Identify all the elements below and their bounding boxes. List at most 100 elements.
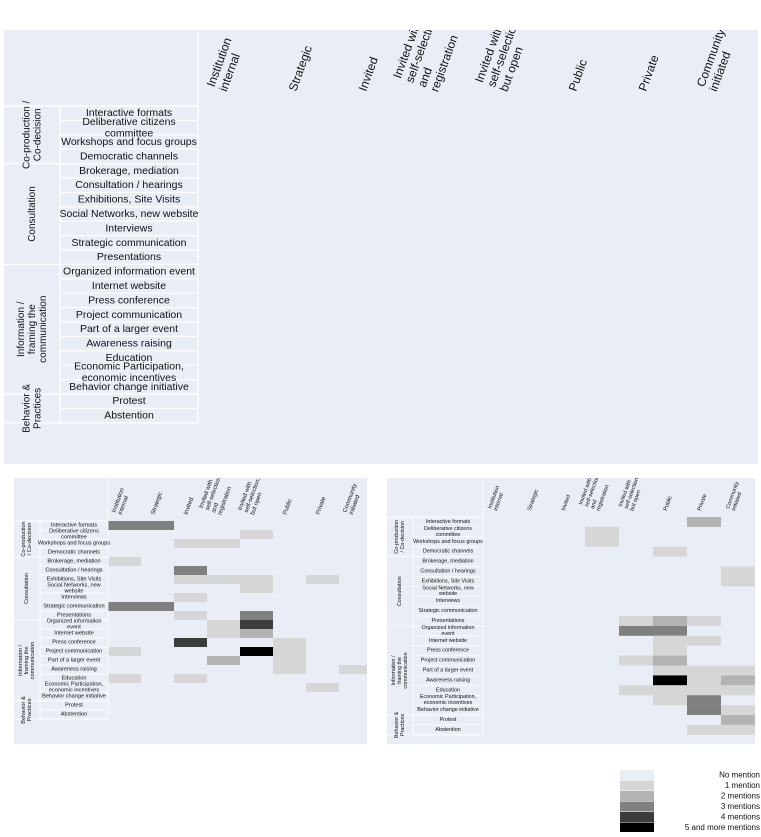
row-label: Abstention xyxy=(61,712,87,718)
row-label: Protest xyxy=(112,395,145,407)
matrix-cell xyxy=(174,566,207,575)
matrix-cell xyxy=(108,647,141,656)
legend-label: 4 mentions xyxy=(721,813,760,822)
matrix-cell xyxy=(721,665,755,676)
row-label: Interactive formats xyxy=(51,523,97,529)
group-label: Consultation xyxy=(24,573,30,604)
legend-swatch xyxy=(620,770,654,780)
matrix-cell xyxy=(174,539,207,548)
matrix-cell xyxy=(141,521,174,530)
matrix-cell xyxy=(174,611,207,620)
legend-label: 3 mentions xyxy=(721,802,760,811)
row-label: Project communication xyxy=(76,309,182,321)
row-label: Workshops and focus groups xyxy=(413,539,483,545)
row-label: Project communication xyxy=(421,658,476,664)
row-label: Economic Participation, economic incentiv… xyxy=(45,682,104,694)
row-label: Press conference xyxy=(88,294,170,306)
legend-swatch xyxy=(620,812,654,822)
matrix-cell xyxy=(108,602,141,611)
group-label: Behavior &Practices xyxy=(21,384,43,433)
matrix-cell xyxy=(306,683,339,692)
matrix-cell xyxy=(240,584,273,593)
matrix-cell xyxy=(174,638,207,647)
group-label: Behavior &Practices xyxy=(394,711,406,738)
row-label: Democratic channels xyxy=(48,550,100,556)
column-header: Invited withself-selection,but open xyxy=(472,30,535,93)
row-label: Exhibitions, Site Visits xyxy=(422,579,475,585)
row-label: Presentations xyxy=(97,251,161,263)
matrix-cell xyxy=(653,655,687,666)
row-label: Organized information event xyxy=(63,265,195,277)
row-label: Project communication xyxy=(46,649,103,655)
row-label: Education xyxy=(106,352,153,364)
row-label: Economic Participation, economic incentiv… xyxy=(420,695,477,707)
matrix-cell xyxy=(174,674,207,683)
row-label: Interviews xyxy=(61,595,86,601)
matrix-cell xyxy=(108,557,141,566)
matrix-cell xyxy=(687,724,721,735)
matrix-cell xyxy=(108,674,141,683)
matrix-cell xyxy=(653,645,687,656)
column-header: Institutioninternal xyxy=(204,36,247,94)
row-label: Awareness raising xyxy=(86,337,172,349)
legend-swatch xyxy=(620,791,654,801)
matrix-cell xyxy=(721,705,755,715)
matrix-cell xyxy=(273,638,306,647)
row-label: Economic Participation, economic incentiv… xyxy=(74,360,184,384)
row-label: Deliberative citizens committee xyxy=(424,526,472,538)
row-label: Strategic communication xyxy=(43,604,104,610)
matrix-cell xyxy=(273,665,306,674)
matrix-cell xyxy=(687,517,721,527)
column-header: Private xyxy=(315,495,327,515)
row-label: Presentations xyxy=(57,613,91,619)
matrix-cell xyxy=(653,675,687,686)
legend-label: 2 mentions xyxy=(721,792,760,801)
matrix-cell xyxy=(240,530,273,539)
column-header: Strategic xyxy=(150,491,164,515)
matrix-cell xyxy=(207,539,240,548)
matrix-cell xyxy=(721,675,755,686)
matrix-cell xyxy=(585,536,619,547)
group-label: Consultation xyxy=(397,576,403,606)
legend-label: 1 mention xyxy=(725,781,760,790)
row-label: Behavior change initiative xyxy=(42,694,106,700)
column-header: Private xyxy=(697,493,709,511)
matrix-cell xyxy=(207,629,240,638)
matrix-cell xyxy=(653,616,687,626)
column-header: Invited withself-selection,but open xyxy=(618,478,647,512)
matrix-cell xyxy=(108,521,141,530)
matrix-cell xyxy=(653,665,687,676)
right-matrix: Interactive formats Deliberative citizens… xyxy=(387,478,755,744)
matrix-cell xyxy=(687,616,721,626)
matrix-cell xyxy=(240,611,273,620)
row-label: Presentations xyxy=(432,618,465,624)
group-label: Information /framing thecommunication xyxy=(18,642,36,680)
matrix-cell xyxy=(721,715,755,725)
column-header: Institutioninternal xyxy=(112,487,133,515)
group-label: Co-production/ Co-decision xyxy=(394,520,406,554)
row-label: Brokerage, mediation xyxy=(47,559,100,565)
row-label: Consultation / hearings xyxy=(45,568,102,574)
column-header: Communityinitiated xyxy=(694,30,740,93)
left-matrix: Interactive formats Deliberative citizens… xyxy=(14,478,367,744)
row-label: Protest xyxy=(65,703,83,709)
matrix-cell xyxy=(687,695,721,706)
legend-swatch xyxy=(620,801,654,812)
row-label: Interviews xyxy=(105,222,152,234)
row-label: Abstention xyxy=(104,409,154,421)
row-label: Education xyxy=(62,676,87,682)
row-label: Democratic channels xyxy=(423,549,474,555)
column-header: Public xyxy=(566,58,590,94)
legend-label: 5 and more mentions xyxy=(685,823,760,832)
matrix-cell xyxy=(653,625,687,636)
row-label: Internet website xyxy=(54,631,94,637)
row-label: Deliberative citizens committee xyxy=(49,529,99,541)
matrix-cell xyxy=(174,575,207,584)
row-label: Interactive formats xyxy=(426,519,471,525)
row-label: Internet website xyxy=(92,280,166,292)
row-label: Protest xyxy=(439,717,457,723)
matrix-cell xyxy=(207,620,240,629)
group-label: Information /framing thecommunication xyxy=(391,652,409,688)
